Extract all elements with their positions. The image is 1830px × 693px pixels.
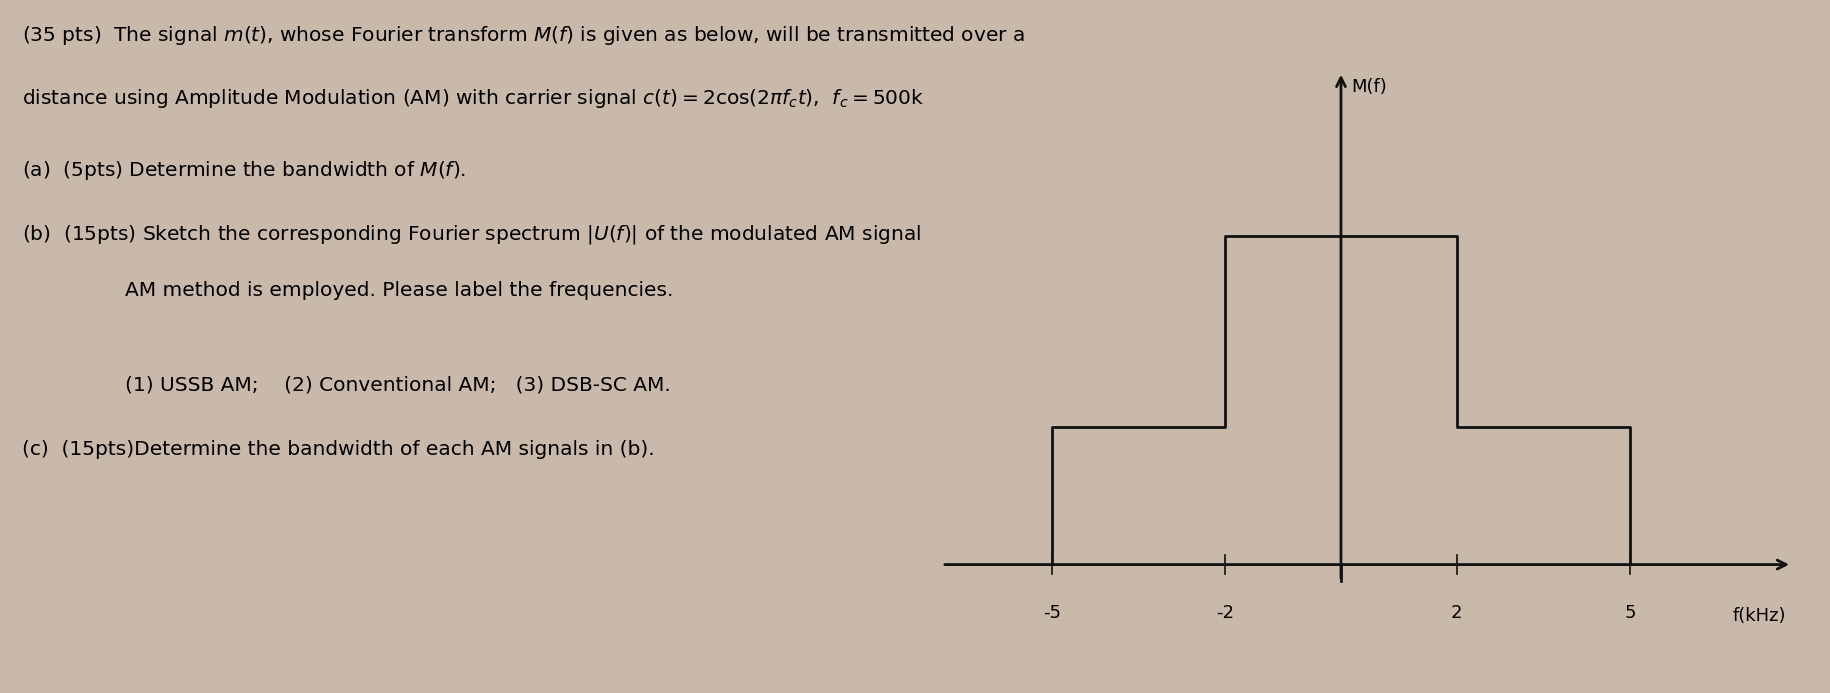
Text: distance using Amplitude Modulation (AM) with carrier signal $c(t) = 2\cos(2\pi : distance using Amplitude Modulation (AM)… [22,87,961,109]
Text: -5: -5 [1043,604,1060,622]
Text: -2: -2 [1215,604,1233,622]
Text: 5: 5 [1623,604,1634,622]
Text: (b)  (15pts) Sketch the corresponding Fourier spectrum $|U(f)|$ of the modulated: (b) (15pts) Sketch the corresponding Fou… [22,223,1125,246]
Text: (a)  (5pts) Determine the bandwidth of $M(f)$.: (a) (5pts) Determine the bandwidth of $M… [22,159,467,182]
Text: M(f): M(f) [1351,78,1387,96]
Text: (c)  (15pts)Determine the bandwidth of each AM signals in (b).: (c) (15pts)Determine the bandwidth of ea… [22,440,655,459]
Text: AM method is employed. Please label the frequencies.: AM method is employed. Please label the … [124,281,672,299]
Text: f(kHz): f(kHz) [1731,607,1786,625]
Text: (1) USSB AM;    (2) Conventional AM;   (3) DSB-SC AM.: (1) USSB AM; (2) Conventional AM; (3) DS… [124,376,670,394]
Text: (35 pts)  The signal $m(t)$, whose Fourier transform $M(f)$ is given as below, w: (35 pts) The signal $m(t)$, whose Fourie… [22,24,1025,47]
Text: 2: 2 [1449,604,1462,622]
